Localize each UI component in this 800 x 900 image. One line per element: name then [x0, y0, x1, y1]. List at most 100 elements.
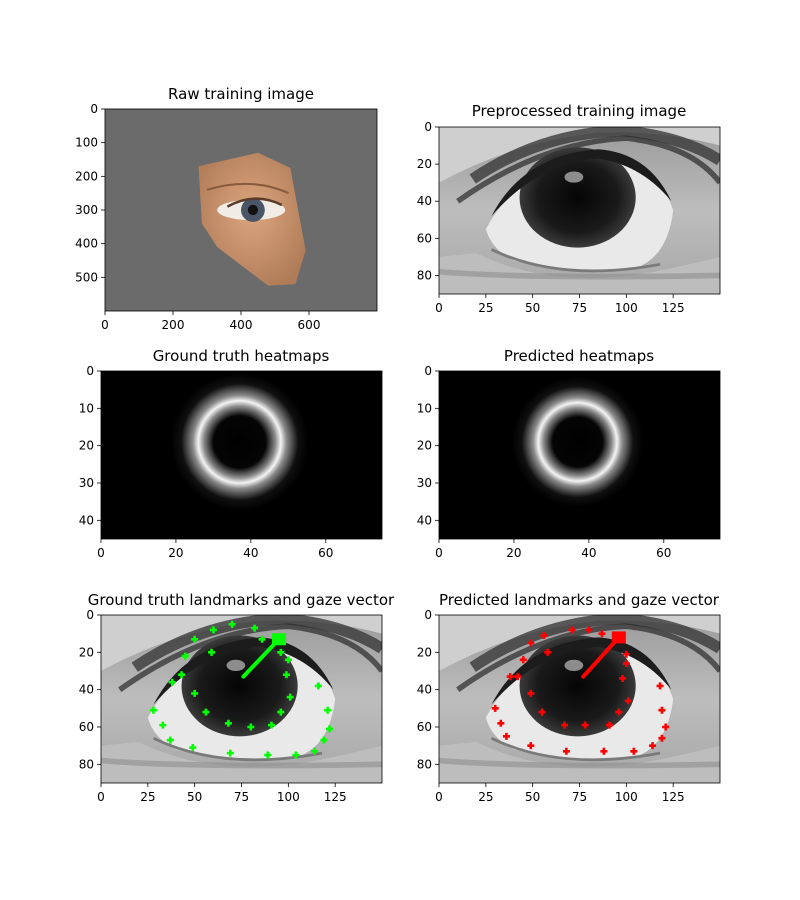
landmark-point — [267, 721, 275, 729]
x-tick-label: 40 — [243, 546, 258, 560]
y-tick-label: 20 — [79, 439, 94, 453]
landmark-point — [286, 693, 294, 701]
landmark-point — [282, 671, 290, 679]
x-tick-label: 0 — [101, 318, 109, 332]
x-tick-label: 125 — [662, 301, 685, 315]
eye-pupil — [247, 204, 258, 216]
y-tick-label: 20 — [417, 157, 432, 171]
plot-area — [439, 615, 720, 783]
landmark-point — [314, 682, 322, 690]
x-tick-label: 100 — [277, 790, 300, 804]
y-tick-label: 0 — [424, 364, 432, 378]
landmark-point — [168, 678, 176, 686]
landmark-point — [544, 648, 552, 656]
landmark-point — [178, 671, 186, 679]
y-tick-label: 40 — [417, 683, 432, 697]
landmark-point — [209, 626, 217, 634]
x-tick-label: 50 — [525, 301, 540, 315]
x-tick-label: 100 — [615, 790, 638, 804]
landmark-point — [527, 742, 535, 750]
landmark-point — [538, 708, 546, 716]
panel-gt-heatmap: Ground truth heatmaps 0 20 40 60 0 10 20 30 40 — [79, 347, 383, 560]
plot-area — [439, 371, 720, 539]
gaze-vector — [581, 635, 621, 679]
landmark-point — [600, 747, 608, 755]
plot-area — [105, 109, 377, 311]
landmark-point — [519, 656, 527, 664]
y-tick-label: 60 — [79, 720, 94, 734]
y-tick-label: 0 — [86, 364, 94, 378]
landmark-point — [656, 682, 664, 690]
landmark-point — [264, 751, 272, 759]
landmark-point — [502, 732, 510, 740]
y-tick-label: 10 — [417, 401, 432, 415]
landmark-point — [581, 721, 589, 729]
landmark-point — [277, 708, 285, 716]
landmark-point — [159, 721, 167, 729]
x-tick-label: 60 — [318, 546, 333, 560]
y-tick-label: 100 — [75, 136, 98, 150]
x-tick-label: 0 — [435, 301, 443, 315]
x-tick-label: 400 — [230, 318, 253, 332]
panel-title: Raw training image — [168, 85, 314, 103]
panel-raw: Raw training image 0 200 400 600 0 100 200 300 4… — [75, 85, 378, 332]
y-tick-label: 10 — [79, 401, 94, 415]
landmark-point — [506, 673, 514, 681]
panel-title: Preprocessed training image — [472, 102, 687, 120]
y-tick-label: 40 — [79, 683, 94, 697]
x-tick-label: 75 — [234, 790, 249, 804]
panel-pred-landmarks: Predicted landmarks and gaze vector 0 25 5… — [417, 591, 721, 804]
x-tick-label: 25 — [478, 301, 493, 315]
y-tick-label: 60 — [417, 720, 432, 734]
eye-image — [439, 615, 720, 783]
landmark-point — [630, 747, 638, 755]
y-tick-label: 60 — [417, 231, 432, 245]
y-tick-label: 40 — [79, 513, 94, 527]
x-tick-label: 600 — [298, 318, 321, 332]
landmark-point — [181, 652, 189, 660]
x-tick-label: 40 — [581, 546, 596, 560]
plot-area — [101, 615, 382, 783]
y-tick-label: 0 — [424, 608, 432, 622]
x-tick-label: 0 — [435, 790, 443, 804]
y-tick-label: 20 — [417, 439, 432, 453]
landmark-point — [658, 734, 666, 742]
plot-area — [439, 127, 720, 294]
x-tick-label: 0 — [435, 546, 443, 560]
axes-frame — [438, 370, 721, 540]
landmark-point — [491, 704, 499, 712]
eyebrow-crease — [206, 182, 290, 195]
y-tick-label: 0 — [90, 102, 98, 116]
landmark-point — [311, 747, 319, 755]
y-tick-label: 30 — [79, 476, 94, 490]
x-tick-label: 25 — [140, 790, 155, 804]
landmark-point — [191, 689, 199, 697]
x-tick-label: 20 — [506, 546, 521, 560]
y-tick-label: 300 — [75, 203, 98, 217]
landmark-point — [514, 673, 522, 681]
landmark-point — [568, 626, 576, 634]
landmark-point — [585, 626, 593, 634]
gaze-vector — [241, 637, 281, 679]
x-tick-label: 100 — [615, 301, 638, 315]
landmark-point — [615, 708, 623, 716]
y-tick-label: 0 — [424, 120, 432, 134]
panel-title: Ground truth landmarks and gaze vector — [88, 591, 395, 609]
gaze-vector-head — [611, 631, 626, 644]
y-tick-label: 20 — [417, 645, 432, 659]
landmark-point — [619, 674, 627, 682]
plot-area — [101, 371, 382, 539]
panel-title: Predicted landmarks and gaze vector — [439, 591, 720, 609]
panel-title: Predicted heatmaps — [504, 347, 654, 365]
landmark-point — [622, 660, 630, 668]
landmark-point — [247, 723, 255, 731]
landmark-point — [208, 648, 216, 656]
y-tick-label: 80 — [79, 757, 94, 771]
panel-pred-heatmap: Predicted heatmaps 0 20 40 60 0 10 20 30 40 — [417, 347, 721, 560]
landmark-point — [228, 620, 236, 628]
y-tick-label: 80 — [417, 268, 432, 282]
x-tick-label: 50 — [187, 790, 202, 804]
y-tick-label: 200 — [75, 169, 98, 183]
x-tick-label: 20 — [168, 546, 183, 560]
